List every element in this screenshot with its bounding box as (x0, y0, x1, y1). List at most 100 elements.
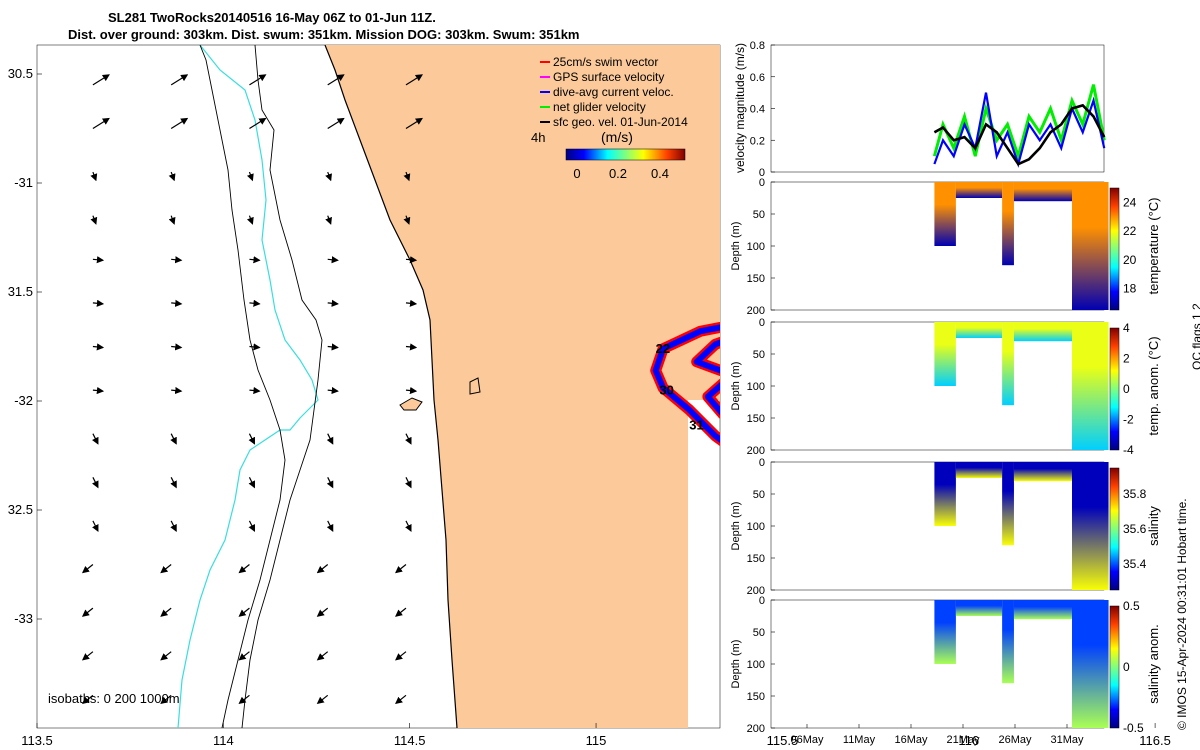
geo-vector-arrow (171, 343, 183, 351)
section-data-block (1072, 322, 1109, 450)
section-x-tick-label: 31May (1050, 734, 1084, 746)
geo-vector-arrow (90, 215, 98, 225)
section-data-block (955, 182, 1003, 198)
colorbar-tick-1: 0.2 (609, 166, 627, 181)
geo-vector-arrow (92, 299, 105, 307)
geo-vector-arrow (170, 477, 177, 489)
section-x-tick-label: 21May (946, 734, 980, 746)
chart-title-line2: Dist. over ground: 303km. Dist. swum: 35… (68, 27, 580, 42)
section-ylabel: Depth (m) (730, 640, 742, 689)
colorbar-tick-label: -4 (1123, 443, 1134, 457)
geo-vector-arrow (405, 386, 418, 395)
day-label: 31 (689, 417, 703, 432)
map-y-tick-label: -31 (14, 175, 33, 190)
coastline (324, 45, 458, 728)
section-data-block (934, 322, 956, 386)
geo-vector-arrow (92, 520, 99, 532)
geo-vector-arrow (405, 477, 412, 489)
geo-vector-arrow (325, 215, 332, 225)
section-ylabel: Depth (m) (730, 502, 742, 551)
colorbar-tick-label: 35.4 (1123, 557, 1147, 571)
colorbar-unit: (m/s) (601, 129, 633, 145)
geo-vector-arrow (171, 299, 183, 307)
colorbar-tick-label: 0.5 (1123, 599, 1140, 613)
geo-vector-arrow (246, 171, 254, 182)
legend-label: net glider velocity (553, 100, 646, 114)
section-y-tick-label: 150 (747, 691, 765, 703)
section-y-tick-label: 50 (753, 209, 765, 221)
geo-vector-arrow (248, 477, 255, 489)
geo-vector-arrow (249, 256, 261, 264)
geo-vector-arrow (405, 256, 418, 264)
geo-vector-arrow (160, 651, 172, 661)
section-data-block (934, 600, 956, 664)
section-data-block (1002, 600, 1014, 684)
geo-vector-arrow (403, 171, 411, 182)
section-y-tick-label: 200 (747, 445, 765, 457)
geo-vector-arrow (238, 651, 250, 661)
geo-vector-arrow (395, 651, 407, 661)
geo-vector-arrow (405, 299, 418, 307)
land-polygon (325, 45, 720, 728)
geo-vector-arrow (92, 74, 110, 86)
geo-vector-arrow (171, 256, 183, 264)
section-ylabel: Depth (m) (730, 362, 742, 411)
section-data-block (1013, 462, 1072, 482)
geo-vector-arrow (327, 74, 345, 86)
section-data-block (934, 462, 956, 526)
section-y-tick-label: 50 (753, 627, 765, 639)
section-y-tick-label: 150 (747, 413, 765, 425)
section-y-tick-label: 0 (759, 595, 765, 607)
geo-vector-arrow (327, 343, 339, 351)
section-data-block (934, 182, 956, 246)
geo-vector-arrow (92, 386, 105, 395)
section-data-block (1013, 600, 1072, 620)
hours-label: 4h (531, 130, 545, 145)
map-y-tick-label: -33 (14, 611, 33, 626)
legend-label: sfc geo. vel. 01-Jun-2014 (553, 115, 688, 129)
geo-vector-arrow (316, 564, 329, 574)
velocity-y-tick-label: 0.2 (750, 135, 765, 147)
section-y-tick-label: 50 (753, 489, 765, 501)
velocity-y-tick-label: 0.4 (750, 104, 765, 116)
track-map: 20922182524303121 113.5114114.5115115.51… (8, 44, 1171, 748)
colorbar-label: salinity (1146, 506, 1161, 546)
colorbar-tick-label: 0 (1123, 660, 1130, 674)
section-x-tick-label: 26May (998, 734, 1032, 746)
geo-vector-arrow (405, 343, 418, 351)
geo-vector-arrow (168, 215, 176, 225)
section-x-tick-label: 11May (843, 734, 876, 746)
map-x-tick-label: 114 (213, 733, 234, 748)
section-y-tick-label: 0 (759, 177, 765, 189)
geo-vector-arrow (238, 694, 250, 705)
geo-vector-arrow (168, 171, 176, 182)
section-panel: 0 50 100 150 200 Depth (m) 24 22 20 18 temperature… (730, 177, 1161, 317)
colorbar-tick-label: 35.6 (1123, 522, 1147, 536)
geo-vector-arrow (326, 477, 334, 489)
section-data-block (1002, 182, 1014, 266)
chart-title-line1: SL281 TwoRocks20140516 16-May 06Z to 01-… (108, 10, 436, 25)
colorbar-tick-label: 0 (1123, 382, 1130, 396)
geo-vector-arrow (170, 520, 177, 532)
geo-vector-arrow (326, 520, 334, 532)
velocity-series-line (933, 103, 1106, 166)
section-colorbar (1109, 467, 1120, 591)
geo-vector-arrow (238, 564, 250, 574)
section-data-block (1002, 322, 1014, 406)
garden-island (469, 377, 481, 395)
geo-vector-arrow (249, 299, 261, 307)
isobath-0 (177, 45, 319, 728)
section-y-tick-label: 100 (747, 241, 765, 253)
geo-velocity-vectors (81, 74, 423, 705)
geo-vector-arrow (326, 433, 334, 445)
geo-vector-arrow (316, 607, 329, 617)
section-panel: 0 50 100 150 200 Depth (m) 0.5 0 -0.5 salinity an… (730, 595, 1161, 746)
colorbar-tick-label: 20 (1123, 253, 1137, 267)
velocity-series (932, 84, 1106, 168)
colorbar-tick-0: 0 (573, 166, 580, 181)
section-y-tick-label: 0 (759, 317, 765, 329)
geo-vector-arrow (170, 117, 189, 130)
geo-vector-arrow (248, 433, 255, 445)
